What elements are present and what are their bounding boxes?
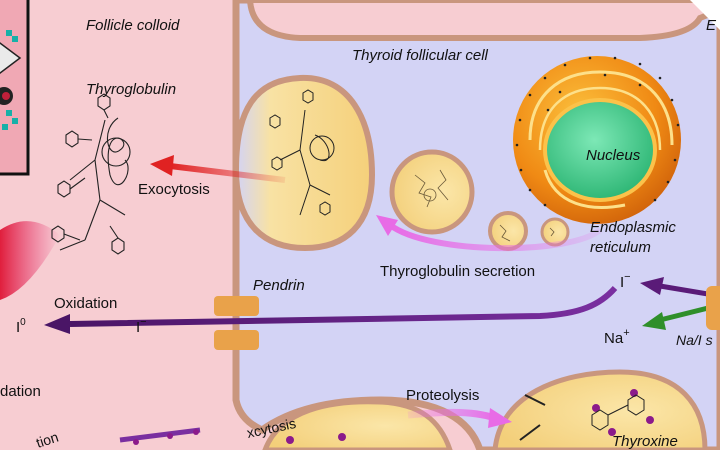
thyroxine-label: Thyroxine	[612, 433, 678, 450]
iodide-right-label: I−	[620, 271, 631, 291]
secretory-vesicle-medium	[488, 211, 528, 251]
apical-membrane-top	[246, 0, 720, 41]
iodide-transport-arrow	[69, 285, 618, 327]
colloid-iodination-blob	[0, 221, 60, 300]
follicle-colloid-label: Follicle colloid	[86, 17, 180, 34]
left-cut-label-2: tion	[34, 429, 60, 450]
vesicle-thyroglobulin-squiggles	[414, 169, 555, 242]
nucleus-shape	[543, 98, 657, 202]
exocytosis-arrowhead	[150, 155, 174, 176]
symporter-label: Na/I s	[676, 332, 713, 348]
bottom-vesicle-right	[492, 369, 708, 450]
iodine-label: I0	[16, 317, 26, 336]
left-cut-label-1: dation	[0, 383, 41, 400]
pendrin-channel	[214, 296, 259, 350]
vesicle-thyroglobulin-molecule	[269, 89, 335, 216]
pendrin-label: Pendrin	[253, 277, 305, 294]
nucleus-label: Nucleus	[586, 147, 641, 164]
thyroid-cell-label: Thyroid follicular cell	[352, 47, 489, 64]
sodium-label: Na+	[604, 327, 630, 347]
secretory-vesicle-large	[389, 149, 475, 235]
thyroglobulin-molecule	[51, 93, 131, 255]
nucleus-er-complex	[513, 56, 681, 224]
proteolysis-arrowhead	[488, 408, 512, 428]
tg-secretion-arrowhead	[376, 215, 398, 236]
er-label-line2: reticulum	[590, 239, 651, 256]
bottom-vesicle-left	[262, 399, 453, 450]
tg-secretion-arrow	[388, 222, 602, 252]
na-i-symporter	[706, 286, 720, 330]
corner-cut-label: E	[706, 17, 717, 34]
proteolysis-label: Proteolysis	[406, 387, 479, 404]
thyroglobulin-label: Thyroglobulin	[86, 81, 176, 98]
exocytosis-label: Exocytosis	[138, 181, 210, 198]
thyroxine-molecule	[519, 394, 645, 441]
er-label-line1: Endoplasmic	[590, 219, 676, 236]
proteolysis-arrow	[407, 408, 497, 422]
oxidation-label: Oxidation	[54, 295, 117, 312]
iodide-oxidation-arrowhead	[44, 314, 70, 334]
iodide-left-label: I−	[136, 316, 147, 336]
neighbour-cell-corner	[690, 0, 720, 30]
structure-inset	[0, 0, 30, 176]
exocytosis-arrow	[169, 163, 286, 183]
ribosome-dots	[515, 56, 680, 207]
tg-secretion-label: Thyroglobulin secretion	[380, 263, 535, 280]
bottom-left-fragment	[119, 427, 201, 445]
